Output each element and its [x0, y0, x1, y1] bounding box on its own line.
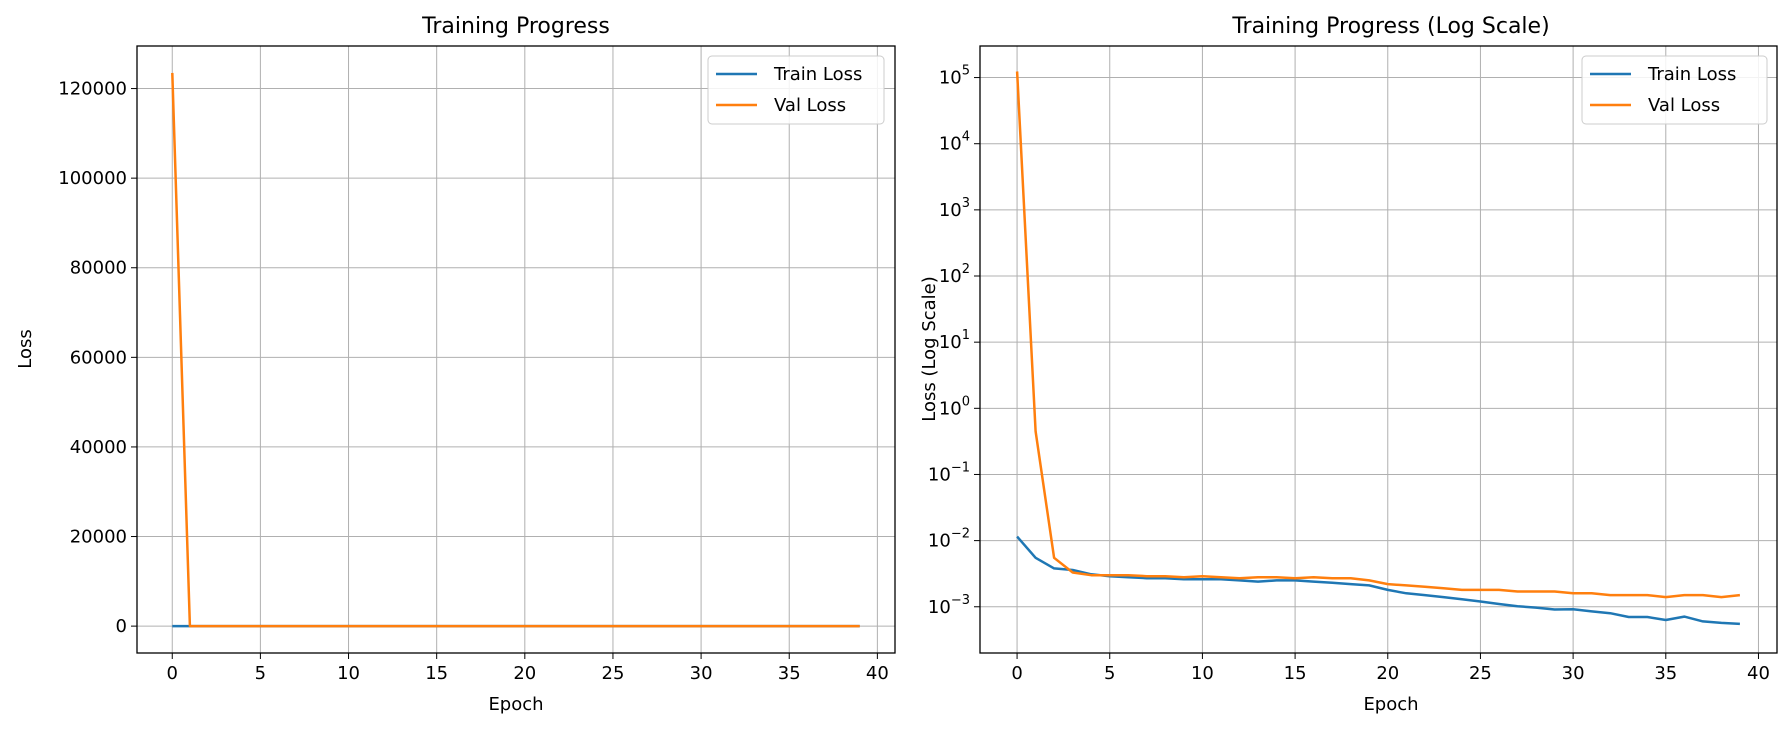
x-tick-label: 35: [1654, 663, 1677, 684]
x-tick-label: 15: [425, 663, 448, 684]
x-tick-label: 25: [1469, 663, 1492, 684]
x-tick-label: 30: [690, 663, 713, 684]
chart-title: Training Progress (Log Scale): [1231, 14, 1549, 39]
chart-title: Training Progress: [421, 14, 610, 39]
legend-label-val-loss: Val Loss: [1648, 95, 1720, 116]
series-line-val-loss: [1015, 71, 1741, 599]
x-tick-label: 0: [167, 663, 178, 684]
x-ticks: 0 5 10 15 20 25 30 35 40: [167, 653, 889, 684]
x-tick-label: 20: [513, 663, 536, 684]
plot-frame: [979, 45, 1778, 654]
x-tick-label: 0: [1011, 663, 1022, 684]
legend: Train Loss Val Loss: [1581, 55, 1768, 125]
y-tick-label: 100: [939, 394, 970, 419]
x-tick-label: 20: [1376, 663, 1399, 684]
legend-label-val-loss: Val Loss: [774, 95, 846, 116]
y-tick-label: 0: [116, 616, 127, 637]
y-axis-label: Loss: [15, 329, 36, 368]
legend-label-train-loss: Train Loss: [1647, 64, 1736, 85]
y-ticks: 10−3 10−2 10−1 100 101 102 103 104 105: [928, 64, 980, 618]
x-tick-label: 5: [1104, 663, 1115, 684]
plot-frame: [136, 45, 896, 654]
y-tick-label: 102: [939, 262, 970, 287]
x-tick-label: 40: [1747, 663, 1770, 684]
y-tick-label: 103: [939, 196, 970, 221]
x-tick-label: 30: [1562, 663, 1585, 684]
y-ticks: 0 20000 40000 60000 80000 100000 120000: [58, 79, 137, 637]
y-tick-label: 40000: [70, 437, 127, 458]
x-tick-label: 10: [1191, 663, 1214, 684]
y-tick-label: 10−1: [928, 460, 970, 485]
x-axis-label: Epoch: [1363, 694, 1418, 715]
legend: Train Loss Val Loss: [707, 55, 885, 125]
y-tick-label: 120000: [58, 79, 127, 100]
x-tick-label: 25: [602, 663, 625, 684]
y-tick-label: 80000: [70, 258, 127, 279]
x-tick-label: 35: [778, 663, 801, 684]
legend-label-train-loss: Train Loss: [773, 64, 862, 85]
series-line-train-loss: [1016, 535, 1740, 626]
y-tick-label: 105: [939, 64, 970, 89]
x-tick-label: 5: [255, 663, 266, 684]
linear-loss-chart: Training Progress 0 5 10 15 20 25 30 35 40 0 2000…: [15, 14, 896, 715]
x-tick-label: 40: [866, 663, 889, 684]
series-lines: [171, 72, 860, 628]
y-tick-label: 104: [939, 130, 970, 155]
x-tick-label: 10: [337, 663, 360, 684]
y-tick-label: 10−3: [928, 593, 970, 618]
x-ticks: 0 5 10 15 20 25 30 35 40: [1011, 653, 1770, 684]
y-axis-label: Loss (Log Scale): [919, 276, 940, 422]
y-tick-label: 10−2: [928, 527, 970, 552]
y-tick-label: 20000: [70, 527, 127, 548]
x-axis-label: Epoch: [488, 694, 543, 715]
series-line-val-loss: [171, 72, 860, 628]
y-tick-label: 60000: [70, 347, 127, 368]
y-tick-label: 100000: [58, 168, 127, 189]
x-tick-label: 15: [1284, 663, 1307, 684]
series-lines: [1015, 71, 1741, 626]
log-loss-chart: Training Progress (Log Scale) 0 5 10 15 20 25…: [919, 14, 1778, 715]
y-tick-label: 101: [939, 328, 970, 353]
